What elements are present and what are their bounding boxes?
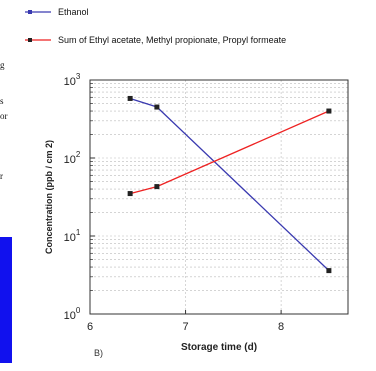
- left-text-fragment: or: [0, 111, 8, 121]
- axis-ticks: 6 7 8 100 101 102 103: [64, 72, 285, 333]
- legend-label: Ethanol: [58, 7, 89, 17]
- y-tick-label: 103: [64, 72, 81, 88]
- legend-swatch-ethanol: [25, 10, 51, 14]
- y-axis-label: Concentration (ppb / cm 2): [44, 140, 54, 254]
- x-axis-label: Storage time (d): [181, 342, 257, 353]
- legend-item-ethanol: Ethanol: [24, 4, 89, 20]
- data-point: [154, 104, 160, 110]
- x-tick-label: 8: [278, 321, 284, 333]
- y-tick-label: 101: [64, 228, 81, 244]
- data-point: [154, 184, 160, 190]
- data-point: [127, 191, 133, 197]
- left-text-fragment: s: [0, 96, 4, 106]
- x-tick-label: 6: [87, 321, 93, 333]
- gridlines: [90, 80, 348, 314]
- left-text-fragment: g: [0, 60, 5, 70]
- plot-frame: [89, 79, 349, 315]
- blue-sidebar-block: [0, 237, 12, 363]
- data-point: [326, 108, 332, 114]
- left-page-strip: g s or r: [0, 0, 16, 371]
- series-group: [127, 95, 332, 274]
- left-text-fragment: r: [0, 171, 3, 181]
- data-point: [127, 95, 133, 101]
- x-tick-label: 7: [182, 321, 188, 333]
- legend-item-esters: Sum of Ethyl acetate, Methyl propionate,…: [24, 32, 286, 48]
- y-tick-label: 102: [64, 150, 81, 166]
- data-point: [326, 268, 332, 274]
- chart-legend: Ethanol Sum of Ethyl acetate, Methyl pro…: [16, 0, 376, 60]
- legend-label: Sum of Ethyl acetate, Methyl propionate,…: [58, 35, 287, 45]
- panel-label: B): [94, 348, 103, 358]
- y-tick-label: 100: [64, 306, 81, 322]
- legend-swatch-esters: [25, 38, 51, 42]
